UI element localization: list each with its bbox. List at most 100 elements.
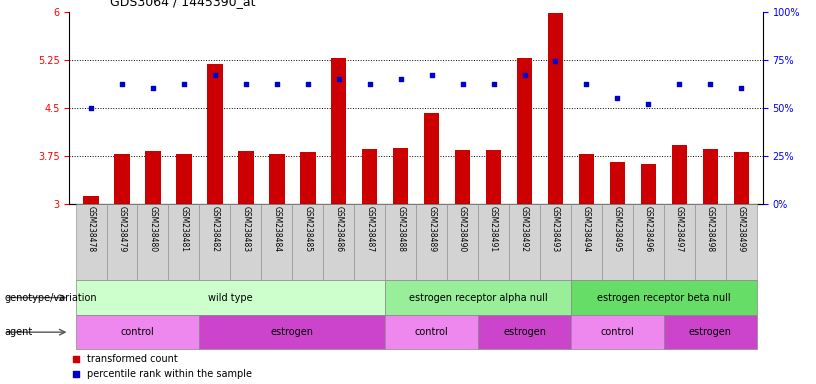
Bar (114, 154, 130, 204)
Text: estrogen receptor alpha null: estrogen receptor alpha null (409, 293, 548, 303)
Point (69, 371, 82, 377)
Bar (641, 164, 656, 204)
Bar (385, 204, 416, 280)
Point (270, 81, 283, 88)
Point (301, 81, 314, 88)
Text: percentile rank within the sample: percentile rank within the sample (86, 369, 251, 379)
Bar (517, 58, 532, 204)
Bar (238, 151, 254, 204)
Point (642, 101, 655, 107)
Bar (354, 204, 385, 280)
Bar (664, 315, 756, 349)
Text: GSM238481: GSM238481 (180, 206, 188, 252)
Text: GSM238497: GSM238497 (675, 206, 684, 252)
Point (673, 81, 686, 88)
Text: GSM238495: GSM238495 (613, 206, 622, 252)
Point (456, 81, 469, 88)
Bar (331, 58, 347, 204)
Point (239, 81, 252, 88)
Bar (393, 148, 409, 204)
Text: GSM238493: GSM238493 (551, 206, 560, 252)
Point (703, 81, 716, 88)
Text: control: control (601, 327, 634, 337)
Bar (509, 204, 540, 280)
Text: estrogen receptor beta null: estrogen receptor beta null (597, 293, 730, 303)
Text: GSM238488: GSM238488 (397, 206, 406, 252)
Bar (695, 204, 725, 280)
Text: estrogen: estrogen (689, 327, 732, 337)
Bar (137, 204, 168, 280)
Text: GSM238492: GSM238492 (520, 206, 529, 252)
Bar (548, 13, 563, 204)
Text: GSM238478: GSM238478 (86, 206, 95, 252)
Bar (486, 151, 501, 204)
Bar (207, 64, 223, 204)
Text: GSM238496: GSM238496 (644, 206, 653, 252)
Bar (478, 204, 509, 280)
Text: genotype/variation: genotype/variation (4, 293, 97, 303)
Text: estrogen: estrogen (503, 327, 546, 337)
Bar (571, 204, 602, 280)
Text: GSM238485: GSM238485 (304, 206, 313, 252)
Bar (230, 204, 261, 280)
Bar (725, 204, 756, 280)
Point (177, 81, 190, 88)
Bar (76, 280, 385, 315)
Bar (703, 149, 718, 204)
Bar (571, 315, 664, 349)
Text: GSM238491: GSM238491 (489, 206, 498, 252)
Point (734, 85, 747, 91)
Bar (199, 315, 385, 349)
Text: GSM238499: GSM238499 (737, 206, 746, 252)
Text: GSM238498: GSM238498 (706, 206, 715, 252)
Text: estrogen: estrogen (271, 327, 314, 337)
Bar (579, 154, 594, 204)
Bar (145, 151, 161, 204)
Point (116, 81, 129, 88)
Bar (447, 204, 478, 280)
Text: GDS3064 / 1445390_at: GDS3064 / 1445390_at (110, 0, 255, 8)
Point (425, 72, 438, 78)
Bar (76, 315, 199, 349)
Bar (76, 204, 107, 280)
Bar (269, 154, 285, 204)
Bar (292, 204, 323, 280)
Text: GSM238480: GSM238480 (149, 206, 157, 252)
Bar (610, 162, 625, 204)
Point (394, 76, 407, 82)
Bar (83, 196, 99, 204)
Text: GSM238486: GSM238486 (335, 206, 344, 252)
Text: GSM238489: GSM238489 (427, 206, 436, 252)
Bar (540, 204, 571, 280)
Text: GSM238490: GSM238490 (458, 206, 467, 252)
Bar (385, 315, 478, 349)
Text: control: control (415, 327, 449, 337)
Point (487, 81, 500, 88)
Bar (323, 204, 354, 280)
Text: GSM238483: GSM238483 (242, 206, 251, 252)
Bar (424, 113, 439, 204)
Bar (664, 204, 695, 280)
Point (518, 72, 531, 78)
Bar (385, 280, 571, 315)
Bar (362, 149, 378, 204)
Text: wild type: wild type (208, 293, 253, 303)
Bar (672, 145, 687, 204)
Bar (478, 315, 571, 349)
Text: GSM238484: GSM238484 (273, 206, 282, 252)
Bar (199, 204, 230, 280)
Bar (455, 151, 470, 204)
Text: GSM238487: GSM238487 (366, 206, 375, 252)
Bar (602, 204, 633, 280)
Bar (633, 204, 664, 280)
Point (363, 81, 376, 88)
Point (208, 72, 221, 78)
Point (146, 85, 159, 91)
Point (549, 58, 562, 65)
Point (69, 356, 82, 362)
Text: agent: agent (4, 327, 33, 337)
Bar (261, 204, 292, 280)
Text: GSM238494: GSM238494 (582, 206, 591, 252)
Point (332, 76, 345, 82)
Point (611, 95, 624, 101)
